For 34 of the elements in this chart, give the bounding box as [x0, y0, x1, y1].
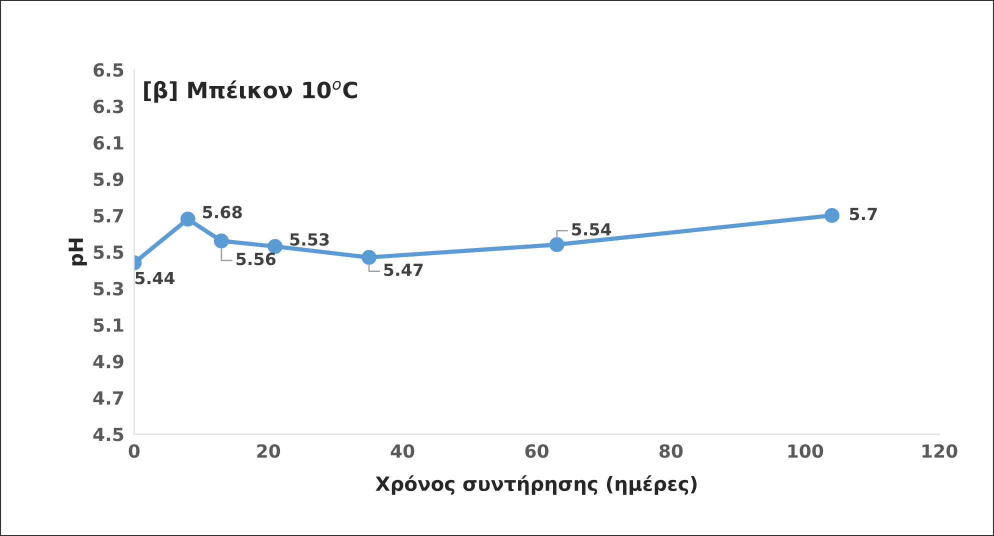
y-tick-label: 5.7: [94, 209, 124, 223]
y-tick-label: 6.3: [94, 100, 124, 114]
y-tick-label: 6.1: [94, 136, 124, 150]
chart-title: [β] Μπέικον 10$^{o}$C: [144, 80, 357, 103]
point: [268, 238, 283, 254]
y-tick-label: 4.9: [93, 354, 124, 368]
x-tick-label: 40: [390, 444, 414, 458]
x-tick-label: 20: [257, 444, 280, 458]
data-label: 5.56: [236, 252, 276, 266]
point: [362, 250, 376, 265]
data-label: 5.54: [572, 223, 612, 236]
y-tick-label: 5.3: [94, 282, 124, 296]
y-tick-label: 4.5: [93, 428, 124, 442]
data-label: 5.53: [290, 233, 329, 246]
point: [180, 212, 196, 227]
x-axis-title: Χρόνος συντήρησης (ημέρες): [376, 475, 697, 495]
point: [824, 208, 840, 223]
data-label: 5.68: [203, 206, 242, 218]
y-tick-label: 5.9: [94, 172, 124, 186]
x-tick-label: 100: [788, 444, 824, 458]
x-tick-label: 80: [659, 444, 683, 458]
y-tick-label: 5.5: [94, 246, 124, 260]
x-tick-label: 60: [525, 444, 548, 458]
data-label: 5.47: [384, 264, 423, 276]
x-tick-label: 0: [128, 444, 140, 458]
data-label: 5.44: [135, 272, 175, 284]
y-axis-title: pH: [68, 238, 87, 266]
y-tick-label: 5.1: [94, 318, 124, 332]
point: [549, 237, 564, 252]
y-tick-label: 6.5: [94, 63, 124, 77]
data-label: 5.7: [850, 208, 877, 220]
y-tick-label: 4.7: [93, 391, 124, 405]
point: [214, 234, 229, 248]
x-tick-label: 120: [922, 444, 958, 458]
